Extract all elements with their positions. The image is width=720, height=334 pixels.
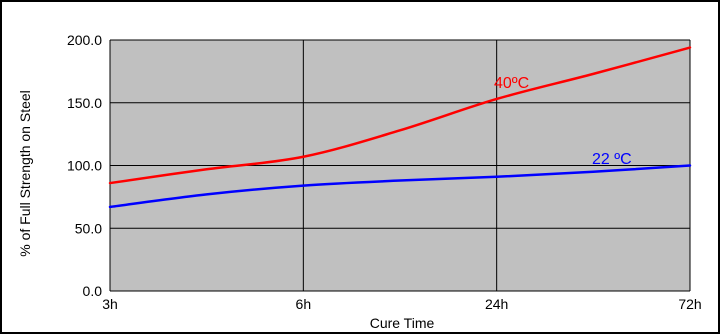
y-tick-label: 0.0 xyxy=(83,283,103,299)
y-tick-label: 150.0 xyxy=(67,95,102,111)
series-label-0: 40ºC xyxy=(494,75,529,92)
y-axis-ticks: 0.0 50.0 100.0 150.0 200.0 xyxy=(67,32,102,299)
x-axis-title: Cure Time xyxy=(370,315,435,331)
series-label-1: 22 ºC xyxy=(592,151,632,168)
series-line-1 xyxy=(108,164,692,209)
x-tick-label: 3h xyxy=(102,296,118,312)
x-tick-label: 6h xyxy=(296,296,312,312)
x-tick-label: 24h xyxy=(485,296,508,312)
x-tick-label: 72h xyxy=(678,296,701,312)
y-tick-label: 100.0 xyxy=(67,158,102,174)
series-labels: 40ºC 22 ºC xyxy=(494,75,632,168)
grid-lines xyxy=(109,39,691,292)
y-axis-title: % of Full Strength on Steel xyxy=(17,90,33,257)
series-lines xyxy=(108,46,692,209)
series-line-0 xyxy=(108,46,692,185)
y-tick-label: 50.0 xyxy=(75,220,102,236)
y-tick-label: 200.0 xyxy=(67,32,102,48)
x-axis-ticks: 3h 6h 24h 72h xyxy=(102,296,701,312)
